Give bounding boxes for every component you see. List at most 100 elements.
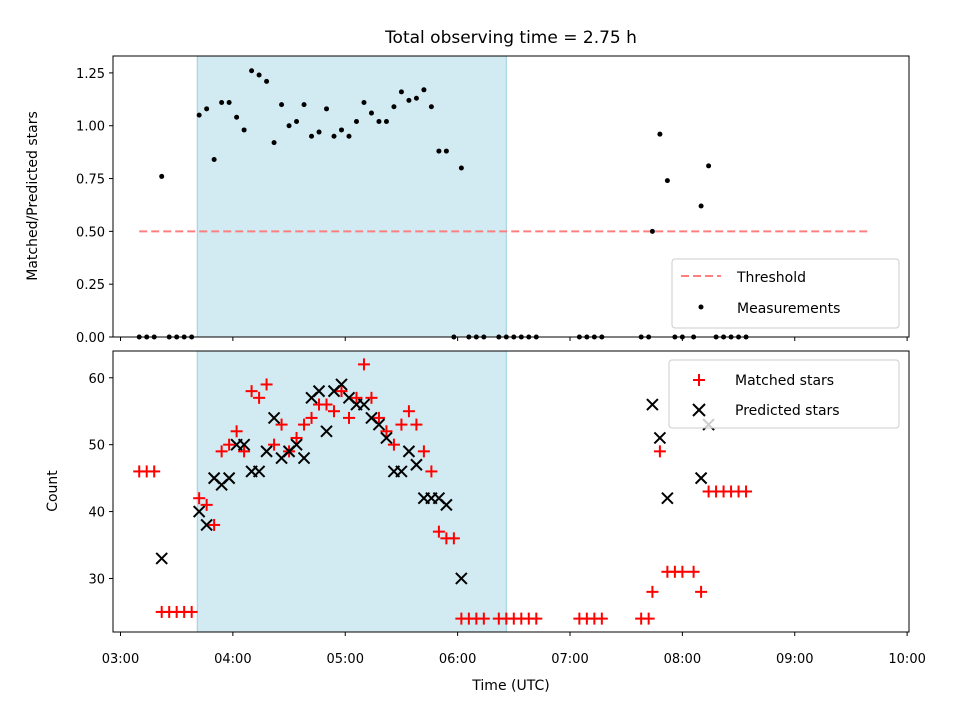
top-y-tick-label: 0.25: [76, 278, 105, 293]
bottom-x-tick-label: 05:00: [327, 652, 364, 667]
matched-star-point: [148, 465, 161, 478]
measurement-point: [664, 178, 670, 184]
matched-star-point: [193, 492, 206, 505]
top-y-tick-label: 0.50: [76, 225, 105, 240]
legend-predicted-label: Predicted stars: [735, 403, 840, 419]
matched-star-point: [365, 391, 378, 404]
measurement-point: [338, 127, 344, 133]
matched-star-points: [133, 358, 753, 625]
measurement-point: [279, 102, 285, 108]
matched-star-point: [676, 565, 689, 578]
measurement-point: [286, 123, 292, 129]
measurement-point: [376, 118, 382, 124]
predicted-star-point: [440, 498, 453, 512]
predicted-star-points: [155, 378, 715, 585]
matched-star-point: [410, 418, 423, 431]
measurement-point: [361, 99, 367, 105]
matched-star-point: [290, 431, 303, 444]
bottom-y-tick-label: 40: [88, 506, 105, 521]
measurement-point: [159, 173, 165, 179]
predicted-star-point: [260, 445, 273, 458]
bottom-x-tick-label: 08:00: [664, 652, 701, 667]
bottom-y-ticks: 30 40 50 60: [88, 372, 113, 587]
matched-star-point: [372, 411, 385, 424]
top-y-axis-label: Matched/Predicted stars: [25, 111, 41, 281]
matched-star-point: [328, 405, 341, 418]
matched-star-point: [245, 385, 258, 398]
measurement-point: [241, 127, 247, 133]
predicted-star-point: [290, 438, 303, 451]
predicted-star-point: [661, 491, 674, 505]
matched-star-point: [260, 378, 273, 391]
matched-star-point: [230, 425, 243, 438]
bottom-legend: Matched stars Predicted stars: [668, 359, 900, 429]
predicted-star-point: [694, 471, 708, 485]
measurement-point: [219, 99, 225, 105]
measurement-point: [443, 148, 449, 154]
matched-star-point: [387, 438, 400, 451]
measurement-point: [398, 89, 404, 95]
matched-star-point: [595, 612, 608, 625]
matched-star-point: [350, 391, 363, 404]
matched-star-point: [320, 398, 333, 411]
x-axis-label: Time (UTC): [471, 678, 549, 694]
bottom-plot-frame: [112, 350, 910, 633]
measurement-point: [226, 99, 232, 105]
measurement-point: [413, 95, 419, 101]
matched-star-point: [298, 418, 311, 431]
measurement-point: [256, 72, 262, 78]
bottom-x-tick-label: 09:00: [776, 652, 813, 667]
matched-star-point: [417, 445, 430, 458]
bottom-x-tick-label: 10:00: [888, 652, 925, 667]
measurement-point: [331, 133, 337, 139]
matched-star-point: [687, 565, 700, 578]
ratio-panel: 0.00 0.25 0.50 0.75 1.00 1.25 Matched/Predict…: [25, 55, 910, 346]
bottom-y-axis-label: Count: [45, 470, 61, 512]
measurement-point: [249, 68, 255, 74]
measurement-point: [316, 129, 322, 135]
bottom-observing-window-shade: [196, 350, 507, 633]
predicted-star-point: [410, 458, 423, 471]
matched-star-point: [646, 585, 659, 598]
measurement-point: [698, 203, 704, 209]
measurement-point: [196, 112, 202, 118]
top-x-ticks: [119, 337, 908, 341]
bottom-x-tick-label: 07:00: [551, 652, 588, 667]
predicted-star-point: [357, 398, 371, 411]
bottom-x-tick-label: 06:00: [439, 652, 476, 667]
matched-star-point: [653, 445, 666, 458]
predicted-star-point: [222, 471, 236, 485]
predicted-star-point: [320, 425, 333, 438]
predicted-star-point: [312, 384, 326, 398]
predicted-star-point: [372, 418, 386, 431]
top-legend-box: [671, 258, 900, 329]
bottom-x-tick-label: 04:00: [214, 652, 251, 667]
top-y-ticks: 0.00 0.25 0.50 0.75 1.00 1.25: [76, 67, 113, 346]
predicted-star-point: [252, 465, 266, 478]
predicted-star-point: [395, 465, 408, 478]
matched-star-point: [447, 532, 460, 545]
matched-star-point: [432, 525, 445, 538]
predicted-star-point: [402, 445, 416, 458]
measurement-point: [353, 118, 359, 124]
matched-star-point: [253, 391, 266, 404]
matched-star-point: [425, 465, 438, 478]
bottom-y-tick-label: 50: [88, 439, 105, 454]
measurement-point: [421, 87, 427, 93]
matched-star-point: [530, 612, 543, 625]
bottom-legend-box: [668, 359, 900, 429]
matched-star-point: [185, 605, 198, 618]
top-y-tick-label: 0.00: [76, 331, 105, 346]
bottom-x-ticks: 03:00 04:00 05:00 06:00 07:00 08:00 09:00 10:00: [102, 632, 926, 667]
legend-threshold-label: Threshold: [736, 270, 806, 286]
top-plot-frame: [112, 55, 910, 338]
matched-star-point: [238, 445, 251, 458]
legend-matched-label: Matched stars: [735, 373, 834, 389]
measurement-point: [346, 133, 352, 139]
matched-star-point: [208, 518, 221, 531]
predicted-star-point: [237, 438, 251, 451]
predicted-star-point: [192, 505, 206, 518]
matched-star-point: [200, 498, 213, 511]
legend-measurements-label: Measurements: [737, 301, 840, 317]
